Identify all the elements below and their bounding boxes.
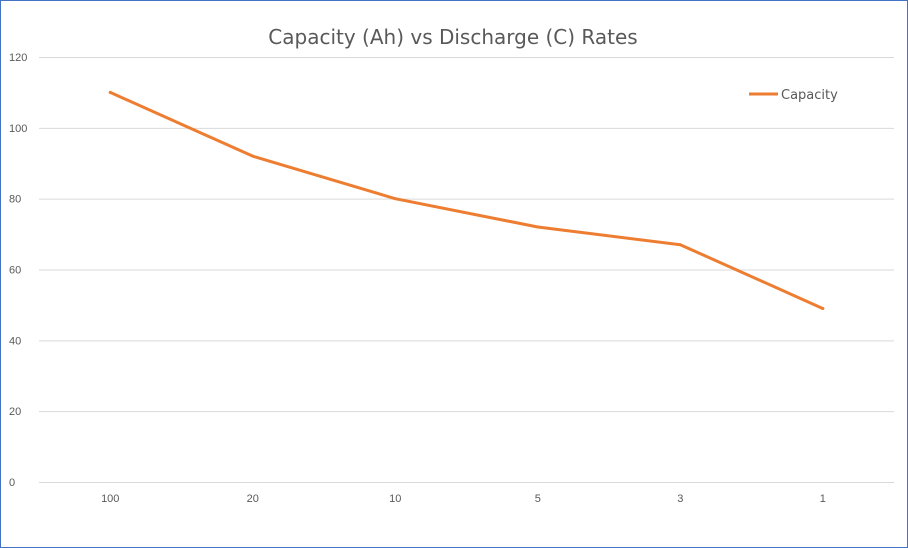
y-tick-label: 60	[9, 265, 21, 277]
series-group	[108, 90, 825, 310]
y-tick-label: 20	[9, 406, 21, 418]
data-point	[393, 197, 397, 201]
chart-title: Capacity (Ah) vs Discharge (C) Rates	[268, 25, 637, 49]
legend: Capacity	[749, 88, 838, 103]
series-line-capacity	[108, 90, 825, 310]
y-tick-label: 100	[9, 123, 27, 135]
data-point	[678, 243, 682, 247]
data-point	[536, 225, 540, 229]
x-tick-label: 10	[389, 493, 401, 505]
data-point	[251, 154, 255, 158]
y-tick-label: 120	[9, 52, 27, 64]
x-tick-label: 20	[247, 493, 259, 505]
y-tick-label: 0	[9, 477, 15, 489]
legend-label: Capacity	[781, 88, 838, 103]
gridlines	[39, 57, 894, 483]
x-tick-label: 5	[535, 493, 541, 505]
x-tick-label: 100	[101, 493, 119, 505]
data-point	[821, 306, 825, 310]
x-tick-label: 3	[677, 493, 683, 505]
y-tick-label: 80	[9, 194, 21, 206]
y-tick-label: 40	[9, 335, 21, 347]
data-point	[108, 90, 112, 94]
y-axis-ticks: 0 20 40 60 80 100 120	[9, 52, 27, 489]
x-axis-ticks: 100 20 10 5 3 1	[101, 493, 826, 505]
x-tick-label: 1	[820, 493, 826, 505]
